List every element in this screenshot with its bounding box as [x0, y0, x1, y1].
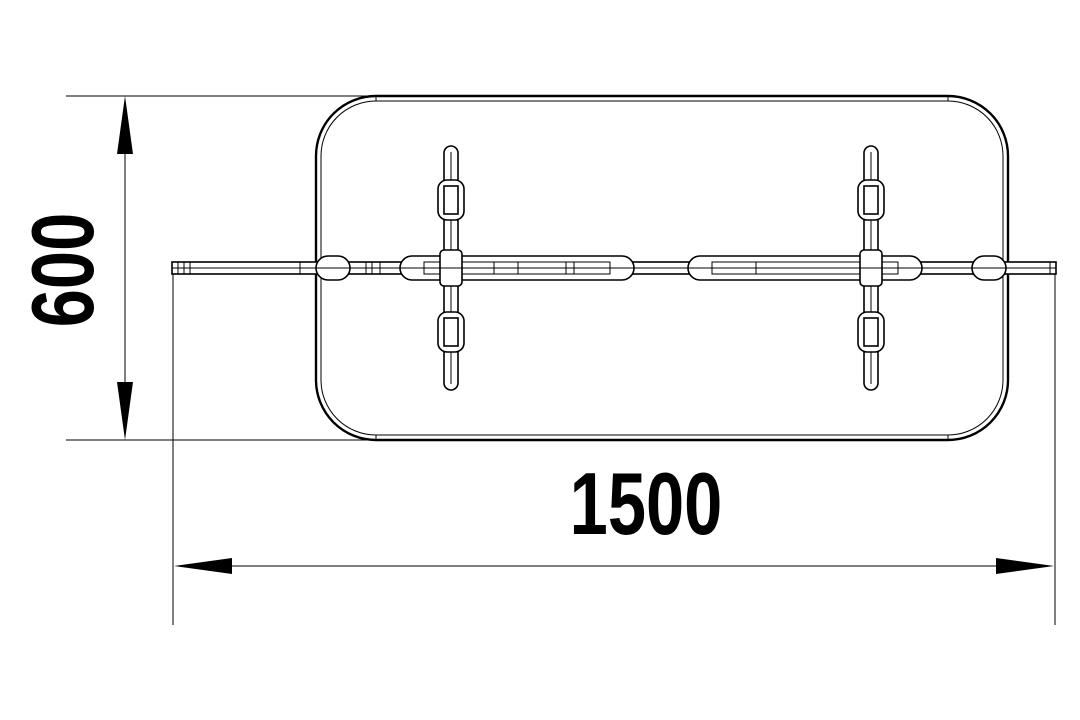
height-arrow-bottom — [117, 382, 133, 440]
height-arrow-top — [117, 96, 133, 154]
width-arrow-left — [174, 558, 232, 574]
width-dimension: 1500 — [174, 455, 1054, 574]
width-arrow-right — [996, 558, 1054, 574]
height-label: 600 — [14, 213, 112, 328]
extension-lines — [66, 95, 1056, 625]
height-dimension: 600 — [14, 96, 133, 440]
width-label: 1500 — [570, 455, 723, 553]
